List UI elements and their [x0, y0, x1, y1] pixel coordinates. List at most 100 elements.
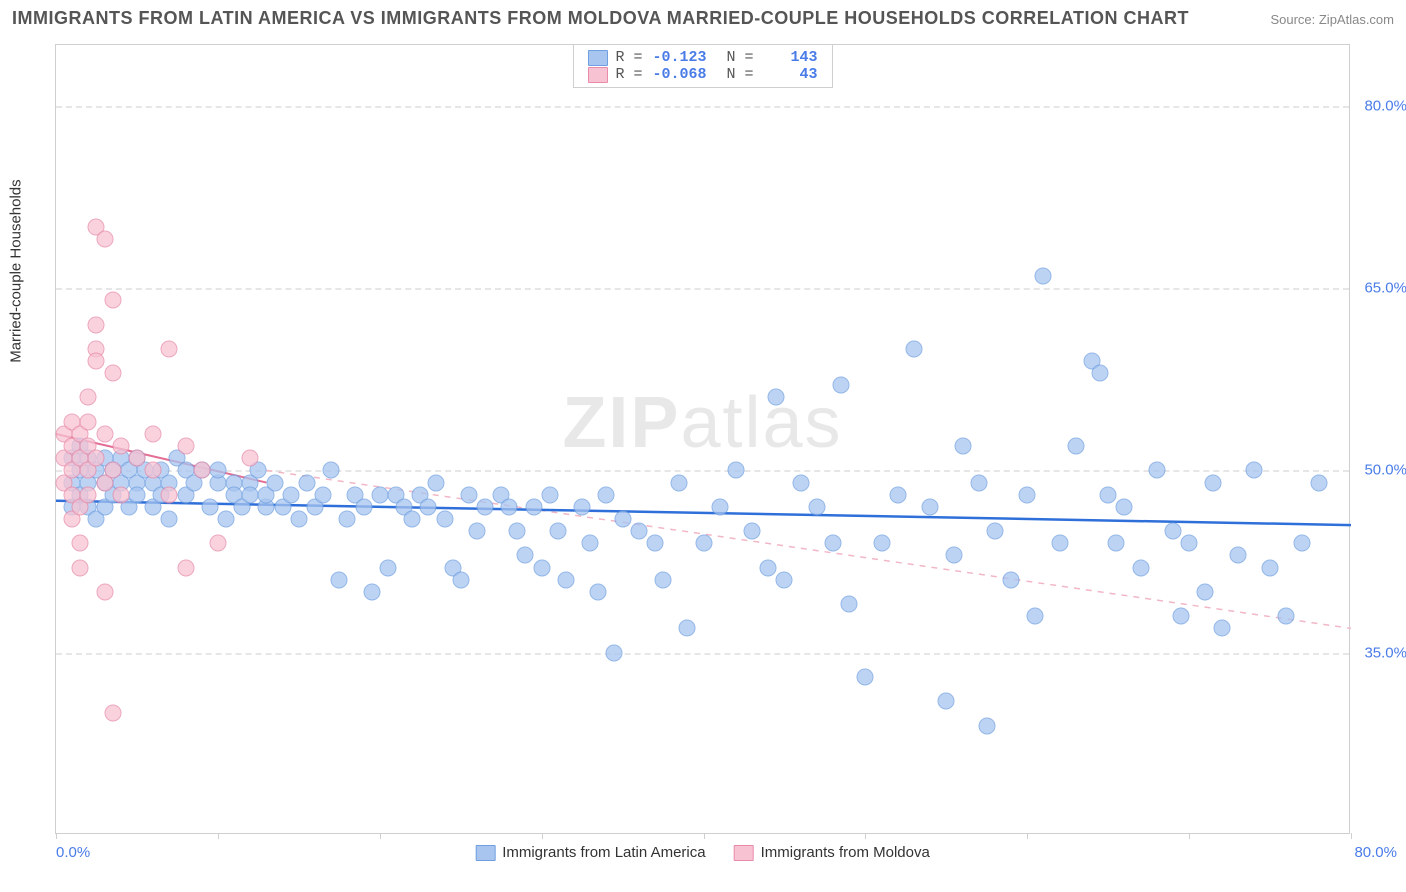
point-moldova	[161, 340, 178, 357]
point-latin-america	[655, 571, 672, 588]
point-latin-america	[1245, 462, 1262, 479]
x-tick-mark	[1189, 833, 1190, 839]
point-latin-america	[606, 644, 623, 661]
point-latin-america	[452, 571, 469, 588]
point-latin-america	[946, 547, 963, 564]
point-latin-america	[541, 486, 558, 503]
point-moldova	[104, 462, 121, 479]
point-latin-america	[1019, 486, 1036, 503]
x-tick-mark	[380, 833, 381, 839]
point-latin-america	[646, 535, 663, 552]
x-tick-mark	[1027, 833, 1028, 839]
point-latin-america	[339, 511, 356, 528]
point-latin-america	[598, 486, 615, 503]
source-name: ZipAtlas.com	[1319, 12, 1394, 27]
point-moldova	[193, 462, 210, 479]
point-latin-america	[436, 511, 453, 528]
point-latin-america	[290, 511, 307, 528]
point-latin-america	[1181, 535, 1198, 552]
point-moldova	[104, 365, 121, 382]
point-latin-america	[574, 498, 591, 515]
point-latin-america	[679, 620, 696, 637]
legend-r-label: R =	[615, 49, 642, 66]
x-tick-max: 80.0%	[1354, 844, 1397, 861]
x-tick-mark	[865, 833, 866, 839]
x-tick-mark	[704, 833, 705, 839]
point-latin-america	[841, 596, 858, 613]
point-moldova	[80, 413, 97, 430]
point-latin-america	[1100, 486, 1117, 503]
chart-title: IMMIGRANTS FROM LATIN AMERICA VS IMMIGRA…	[12, 8, 1189, 29]
legend-swatch	[587, 50, 607, 66]
legend-series-label: Immigrants from Moldova	[761, 844, 930, 861]
point-latin-america	[1003, 571, 1020, 588]
point-latin-america	[266, 474, 283, 491]
point-latin-america	[509, 523, 526, 540]
series-legend: Immigrants from Latin America Immigrants …	[475, 844, 930, 861]
y-tick-label: 50.0%	[1364, 462, 1406, 479]
point-latin-america	[905, 340, 922, 357]
point-latin-america	[833, 377, 850, 394]
point-latin-america	[711, 498, 728, 515]
watermark: ZIPatlas	[562, 382, 842, 464]
point-latin-america	[420, 498, 437, 515]
point-latin-america	[209, 462, 226, 479]
point-latin-america	[379, 559, 396, 576]
point-latin-america	[695, 535, 712, 552]
point-latin-america	[857, 669, 874, 686]
point-moldova	[145, 462, 162, 479]
point-moldova	[209, 535, 226, 552]
point-moldova	[80, 389, 97, 406]
legend-series-item: Immigrants from Moldova	[734, 844, 930, 861]
point-latin-america	[282, 486, 299, 503]
point-latin-america	[671, 474, 688, 491]
point-latin-america	[1229, 547, 1246, 564]
point-latin-america	[582, 535, 599, 552]
x-tick-min: 0.0%	[56, 844, 90, 861]
point-latin-america	[331, 571, 348, 588]
point-latin-america	[1164, 523, 1181, 540]
legend-swatch	[734, 845, 754, 861]
point-latin-america	[468, 523, 485, 540]
point-latin-america	[1278, 608, 1295, 625]
legend-n-label: N =	[727, 66, 754, 83]
x-tick-mark	[542, 833, 543, 839]
y-tick-label: 65.0%	[1364, 280, 1406, 297]
point-moldova	[80, 486, 97, 503]
point-latin-america	[549, 523, 566, 540]
point-latin-america	[938, 693, 955, 710]
legend-n-value: 43	[762, 66, 818, 83]
point-moldova	[88, 316, 105, 333]
point-latin-america	[744, 523, 761, 540]
point-moldova	[96, 231, 113, 248]
point-latin-america	[792, 474, 809, 491]
legend-series-item: Immigrants from Latin America	[475, 844, 705, 861]
y-axis-label: Married-couple Households	[8, 179, 25, 362]
point-latin-america	[978, 717, 995, 734]
point-latin-america	[517, 547, 534, 564]
point-latin-america	[1116, 498, 1133, 515]
scatter-plot-area: ZIPatlas R =-0.123N =143R =-0.068N =43 0…	[55, 44, 1350, 834]
point-moldova	[72, 559, 89, 576]
point-moldova	[177, 559, 194, 576]
point-latin-america	[1197, 583, 1214, 600]
point-latin-america	[1262, 559, 1279, 576]
point-latin-america	[242, 486, 259, 503]
point-latin-america	[1213, 620, 1230, 637]
point-moldova	[112, 438, 129, 455]
point-latin-america	[727, 462, 744, 479]
point-latin-america	[768, 389, 785, 406]
trend-lines	[56, 45, 1351, 835]
point-moldova	[88, 450, 105, 467]
point-latin-america	[404, 511, 421, 528]
point-moldova	[104, 292, 121, 309]
point-moldova	[72, 535, 89, 552]
point-latin-america	[1067, 438, 1084, 455]
point-moldova	[145, 425, 162, 442]
point-latin-america	[1173, 608, 1190, 625]
legend-stat-row: R =-0.123N =143	[587, 49, 817, 66]
x-tick-mark	[218, 833, 219, 839]
point-moldova	[112, 486, 129, 503]
point-moldova	[96, 425, 113, 442]
point-latin-america	[954, 438, 971, 455]
